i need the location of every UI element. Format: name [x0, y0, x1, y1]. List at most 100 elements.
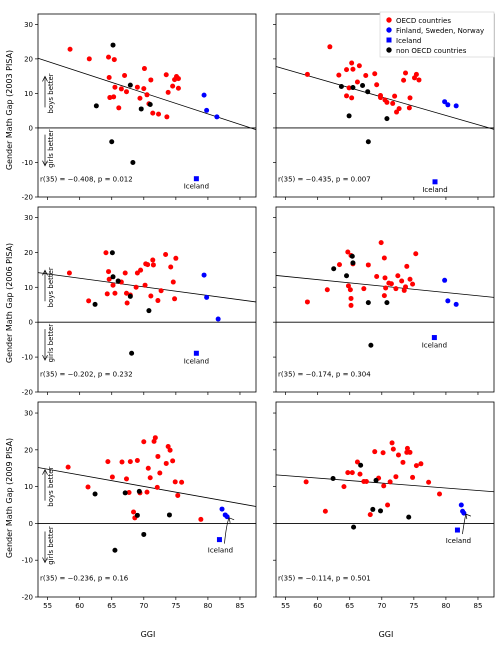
- oecd-point: [390, 100, 396, 106]
- x-tick-label: 65: [345, 602, 354, 610]
- iceland-label: Iceland: [184, 357, 209, 365]
- oecd-point: [344, 67, 350, 73]
- oecd-point: [142, 282, 148, 288]
- oecd-point: [163, 72, 169, 78]
- oecd-point: [170, 279, 176, 285]
- oecd-point: [138, 267, 144, 273]
- regression-line: [37, 272, 257, 303]
- nordic-point: [445, 298, 451, 304]
- oecd-point: [165, 444, 171, 450]
- oecd-point: [175, 85, 181, 91]
- nonoecd-point: [351, 524, 357, 530]
- nonoecd-point: [344, 273, 350, 279]
- nordic-point: [214, 114, 220, 120]
- nonoecd-point: [166, 512, 172, 518]
- nonoecd-point: [350, 85, 356, 91]
- oecd-point: [141, 66, 147, 72]
- oecd-point: [154, 484, 160, 490]
- panel-frame: [275, 401, 495, 598]
- nonoecd-point: [370, 506, 376, 512]
- y-tick-label: -20: [22, 194, 33, 202]
- x-tick-label: 80: [441, 602, 450, 610]
- nonoecd-point: [360, 82, 366, 88]
- ylabel-row-2: Gender Math Gap (2009 PISA): [5, 438, 14, 558]
- oecd-point: [413, 251, 419, 257]
- oecd-point: [418, 461, 424, 467]
- nonoecd-point: [110, 42, 116, 48]
- nonoecd-point: [109, 250, 115, 256]
- y-tick-label: 10: [24, 284, 33, 292]
- oecd-point: [381, 483, 387, 489]
- y-tick-label: 0: [29, 124, 33, 132]
- x-tick-label: 80: [203, 602, 212, 610]
- oecd-point: [324, 287, 330, 293]
- oecd-point: [354, 79, 360, 85]
- oecd-point: [372, 71, 378, 77]
- oecd-point: [348, 295, 354, 301]
- oecd-point: [426, 479, 432, 485]
- legend-label-nonoecd: non OECD countries: [396, 47, 467, 55]
- oecd-point: [133, 284, 139, 290]
- legend-box: [379, 11, 495, 58]
- oecd-point: [119, 459, 125, 465]
- iceland-point: [454, 527, 460, 533]
- legend-label-iceland: Iceland: [396, 37, 421, 45]
- oecd-point: [152, 435, 158, 441]
- nonoecd-point: [365, 89, 371, 95]
- iceland-label: Iceland: [208, 547, 233, 555]
- oecd-point: [365, 262, 371, 268]
- iceland-point: [431, 335, 437, 341]
- oecd-point: [407, 95, 413, 101]
- oecd-point: [378, 240, 384, 246]
- legend-marker-nonoecd: [386, 47, 392, 53]
- legend-marker-oecd: [386, 17, 392, 23]
- girls-arrow-head: [42, 354, 48, 361]
- nonoecd-point: [331, 266, 337, 272]
- oecd-point: [172, 296, 178, 302]
- nonoecd-point: [109, 139, 115, 145]
- x-tick-label: 85: [236, 602, 245, 610]
- nonoecd-point: [365, 300, 371, 306]
- oecd-point: [122, 72, 128, 78]
- oecd-point: [345, 470, 351, 476]
- oecd-point: [437, 491, 442, 497]
- boys-better-label: boys better: [47, 73, 55, 113]
- oecd-point: [106, 75, 112, 81]
- oecd-point: [345, 283, 351, 289]
- iceland-arrow: [462, 514, 467, 535]
- oecd-point: [357, 471, 363, 477]
- oecd-point: [150, 262, 156, 268]
- nonoecd-point: [134, 512, 140, 518]
- oecd-point: [127, 459, 133, 465]
- x-tick-label: 75: [409, 602, 418, 610]
- oecd-point: [400, 459, 406, 465]
- oecd-point: [123, 476, 129, 482]
- x-tick-label: 60: [75, 602, 84, 610]
- oecd-point: [150, 257, 156, 263]
- oecd-point: [410, 281, 416, 287]
- oecd-point: [378, 95, 384, 101]
- y-tick-label: 0: [29, 319, 33, 327]
- oecd-point: [304, 299, 310, 305]
- x-tick-label: 60: [313, 602, 322, 610]
- ylabel-row-1: Gender Math Gap (2006 PISA): [5, 243, 14, 363]
- nonoecd-point: [365, 139, 371, 145]
- iceland-arrow-head: [465, 513, 471, 520]
- panel-5: 55 60 65 70 75 80 85 Iceland r(35) = −0.114, p =…: [273, 401, 495, 610]
- oecd-point: [122, 270, 128, 276]
- nordic-point: [453, 301, 459, 307]
- nonoecd-point: [129, 350, 135, 356]
- oecd-point: [148, 77, 154, 83]
- oecd-point: [86, 298, 92, 304]
- stat-label: r(35) = −0.114, p = 0.501: [278, 575, 371, 583]
- legend-marker-nordic: [386, 27, 392, 33]
- oecd-point: [406, 105, 412, 111]
- legend-label-oecd: OECD countries: [396, 17, 451, 25]
- y-tick-label: 30: [24, 410, 33, 418]
- nonoecd-point: [138, 106, 144, 112]
- oecd-point: [104, 291, 110, 297]
- nonoecd-point: [330, 476, 336, 482]
- boys-better-label: boys better: [47, 466, 55, 506]
- nonoecd-point: [92, 491, 98, 497]
